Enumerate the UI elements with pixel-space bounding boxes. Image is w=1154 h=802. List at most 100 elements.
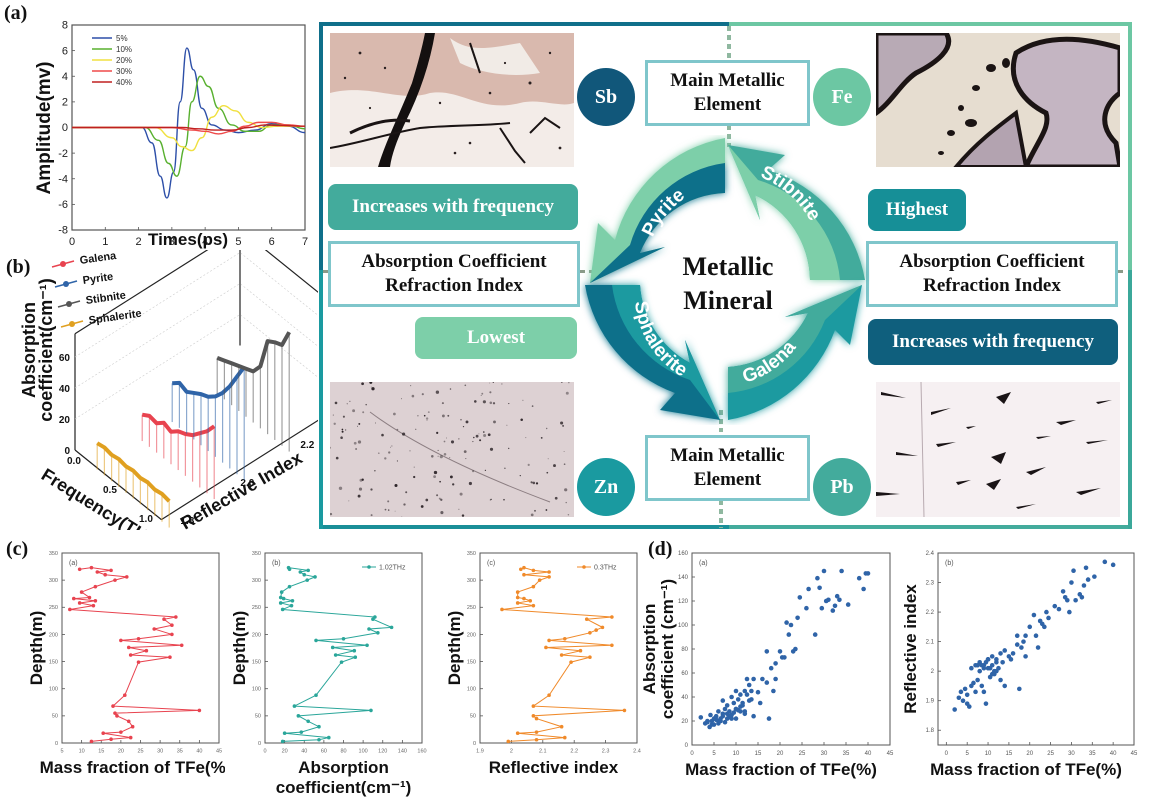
data-point: [170, 623, 174, 627]
x-tick-label: 2.1: [539, 749, 547, 755]
data-point: [1042, 624, 1047, 630]
data-point: [314, 638, 318, 643]
data-point: [341, 636, 346, 641]
x-tick-label: 140: [398, 749, 407, 755]
data-point: [610, 643, 614, 648]
data-point: [749, 688, 754, 694]
data-point: [91, 603, 96, 608]
data-point: [744, 692, 750, 697]
x-tick-label: 15: [98, 749, 104, 755]
data-point: [537, 578, 542, 582]
x-tick-label: 30: [157, 749, 163, 755]
diagram-center-title: Metallic Mineral: [648, 250, 808, 318]
data-point: [786, 632, 792, 637]
data-point: [126, 645, 131, 650]
legend-marker: [367, 565, 371, 569]
x-tick-label: 45: [1131, 751, 1138, 757]
legend-label: Galena: [79, 250, 118, 267]
main-element-box-bottom-line1: Main Metallic: [670, 445, 785, 466]
data-point: [994, 659, 999, 665]
data-point: [746, 682, 752, 688]
y-tick-label: 350: [467, 551, 476, 557]
y-axis-title: Depth(m): [27, 611, 46, 686]
data-point: [1052, 603, 1058, 609]
z-tick-label: 40: [59, 384, 71, 395]
data-point: [1033, 633, 1039, 639]
main-element-box-top: Main Metallic Element: [645, 60, 810, 126]
y-tick-label: 20: [681, 719, 688, 725]
data-point: [1044, 609, 1049, 615]
y-tick-label: 150: [467, 659, 476, 665]
ri-tick-label: 2.2: [300, 440, 314, 451]
x-tick-label: 40: [196, 749, 202, 755]
arrow-sphalerite: [585, 285, 720, 420]
y-tick-label: 160: [678, 551, 689, 557]
data-point: [985, 657, 991, 662]
data-point: [731, 710, 737, 715]
y-axis-title: Amplitude(mv): [34, 62, 55, 195]
data-point: [500, 607, 504, 612]
x-axis-title: Reflective index: [489, 758, 619, 777]
data-point: [306, 719, 310, 724]
data-point: [826, 597, 831, 603]
dash-connector-bottom-lower: [719, 500, 723, 528]
data-point: [569, 660, 573, 664]
y-tick-label: 200: [252, 632, 261, 638]
z-tick-label: 20: [59, 415, 71, 426]
data-point: [622, 708, 627, 713]
x-tick-label: 0.5: [103, 485, 117, 496]
data-point: [749, 697, 754, 702]
y-tick-label: 0: [62, 122, 68, 134]
data-point: [113, 578, 117, 582]
cycle-arrows: Pyrite Stibnite Sphalerite Galena: [585, 138, 865, 420]
data-point: [698, 715, 704, 720]
data-point: [128, 653, 133, 657]
series-line-20pct: [72, 105, 305, 152]
data-point: [89, 565, 94, 570]
y-tick-label: 140: [678, 575, 689, 581]
data-point: [547, 693, 551, 698]
data-point: [282, 731, 287, 736]
data-point: [352, 648, 357, 653]
data-point: [306, 568, 310, 573]
data-point: [506, 739, 511, 744]
x-tick-label: 40: [865, 751, 872, 757]
y-tick-label: 350: [252, 551, 261, 557]
data-point: [103, 572, 107, 577]
dash-connector-bottom-upper: [719, 410, 723, 432]
data-point: [773, 661, 778, 666]
data-point: [170, 632, 174, 637]
data-point: [119, 730, 123, 734]
data-point: [174, 615, 178, 619]
y-tick-label: 6: [62, 45, 68, 57]
x-tick-label: 2.4: [633, 749, 641, 755]
y-tick-label: 2: [931, 669, 935, 675]
y-tick-label: 1.8: [926, 728, 935, 734]
data-point: [958, 689, 964, 695]
data-point: [547, 638, 551, 643]
legend-label: Sphalerite: [88, 308, 142, 327]
property-box-left-line1: Absorption Coefficient: [361, 251, 547, 272]
x-tick-label: 1: [102, 236, 108, 248]
x-tick-label: 25: [799, 751, 806, 757]
x-tick-label: 4: [202, 236, 208, 248]
x-tick-label: 45: [216, 749, 222, 755]
dash-connector-left-inner: [580, 270, 600, 273]
y-tick-label: 0: [473, 741, 476, 747]
data-point: [296, 714, 301, 718]
data-point: [278, 595, 283, 600]
x-tick-label: 0: [263, 749, 266, 755]
data-point: [1102, 559, 1108, 565]
data-point: [290, 598, 295, 603]
y-tick-label: 120: [678, 599, 689, 605]
data-point: [287, 567, 292, 572]
data-point: [594, 628, 598, 632]
element-badge-sb: Sb: [577, 68, 635, 126]
x-tick-label: 35: [843, 751, 850, 757]
series-line-10pct: [72, 75, 306, 177]
data-point: [817, 585, 822, 591]
y-tick-label: 0: [55, 741, 58, 747]
data-point: [720, 713, 726, 719]
data-point: [1031, 612, 1037, 618]
series-line-galena: [141, 412, 216, 438]
